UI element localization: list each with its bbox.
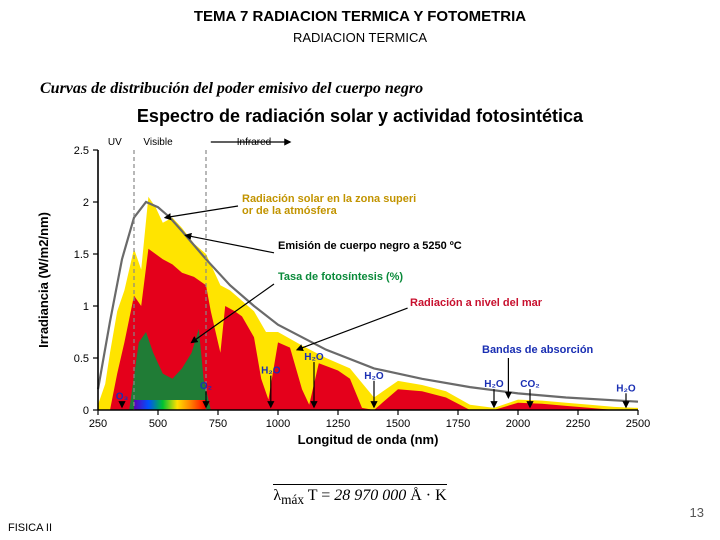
svg-text:O₃: O₃ [116, 392, 129, 403]
svg-text:1500: 1500 [386, 418, 410, 430]
svg-text:Radiación a nivel del mar: Radiación a nivel del mar [410, 297, 543, 309]
svg-text:1.5: 1.5 [74, 249, 89, 261]
svg-text:1750: 1750 [446, 418, 470, 430]
svg-text:H₂O: H₂O [364, 371, 384, 382]
svg-text:250: 250 [89, 418, 107, 430]
svg-text:Emisión de cuerpo negro a 5250: Emisión de cuerpo negro a 5250 ºC [278, 240, 462, 252]
svg-text:Visible: Visible [143, 137, 173, 148]
svg-text:O₂: O₂ [200, 381, 212, 392]
svg-text:2000: 2000 [506, 418, 530, 430]
svg-text:0.5: 0.5 [74, 353, 89, 365]
svg-text:Radiación solar en la zona sup: Radiación solar en la zona superi [242, 193, 416, 205]
slide-title: TEMA 7 RADIACION TERMICA Y FOTOMETRIA [0, 8, 720, 25]
svg-text:Tasa de fotosíntesis (%): Tasa de fotosíntesis (%) [278, 271, 403, 283]
svg-text:H₂O: H₂O [261, 366, 281, 377]
svg-text:CO₂: CO₂ [520, 379, 539, 390]
page-number: 13 [690, 505, 704, 520]
svg-text:0: 0 [83, 405, 89, 417]
svg-text:Longitud de onda (nm): Longitud de onda (nm) [298, 432, 439, 447]
svg-text:H₂O: H₂O [484, 379, 504, 390]
svg-text:2500: 2500 [626, 418, 650, 430]
svg-text:2250: 2250 [566, 418, 590, 430]
svg-text:750: 750 [209, 418, 227, 430]
svg-text:Irradiancia (W/m2/nm): Irradiancia (W/m2/nm) [36, 212, 51, 348]
svg-text:UV: UV [108, 137, 122, 148]
chart-title: Espectro de radiación solar y actividad … [0, 106, 720, 127]
wien-law: λmáx T = 28 970 000 Å · K [0, 487, 720, 508]
svg-text:1: 1 [83, 301, 89, 313]
svg-text:500: 500 [149, 418, 167, 430]
spectrum-chart: UVVisibleInfrared25050075010001250150017… [20, 128, 680, 458]
svg-text:1000: 1000 [266, 418, 290, 430]
svg-text:2.5: 2.5 [74, 145, 89, 157]
footer-course: FISICA II [8, 522, 52, 534]
svg-text:Bandas de absorción: Bandas de absorción [482, 344, 594, 356]
svg-text:H₂O: H₂O [304, 352, 324, 363]
svg-text:2: 2 [83, 197, 89, 209]
section-heading: Curvas de distribución del poder emisivo… [40, 80, 423, 98]
svg-text:H₂O: H₂O [616, 383, 636, 394]
svg-text:1250: 1250 [326, 418, 350, 430]
svg-text:or de la atmósfera: or de la atmósfera [242, 205, 338, 217]
slide-subtitle: RADIACION TERMICA [0, 30, 720, 45]
